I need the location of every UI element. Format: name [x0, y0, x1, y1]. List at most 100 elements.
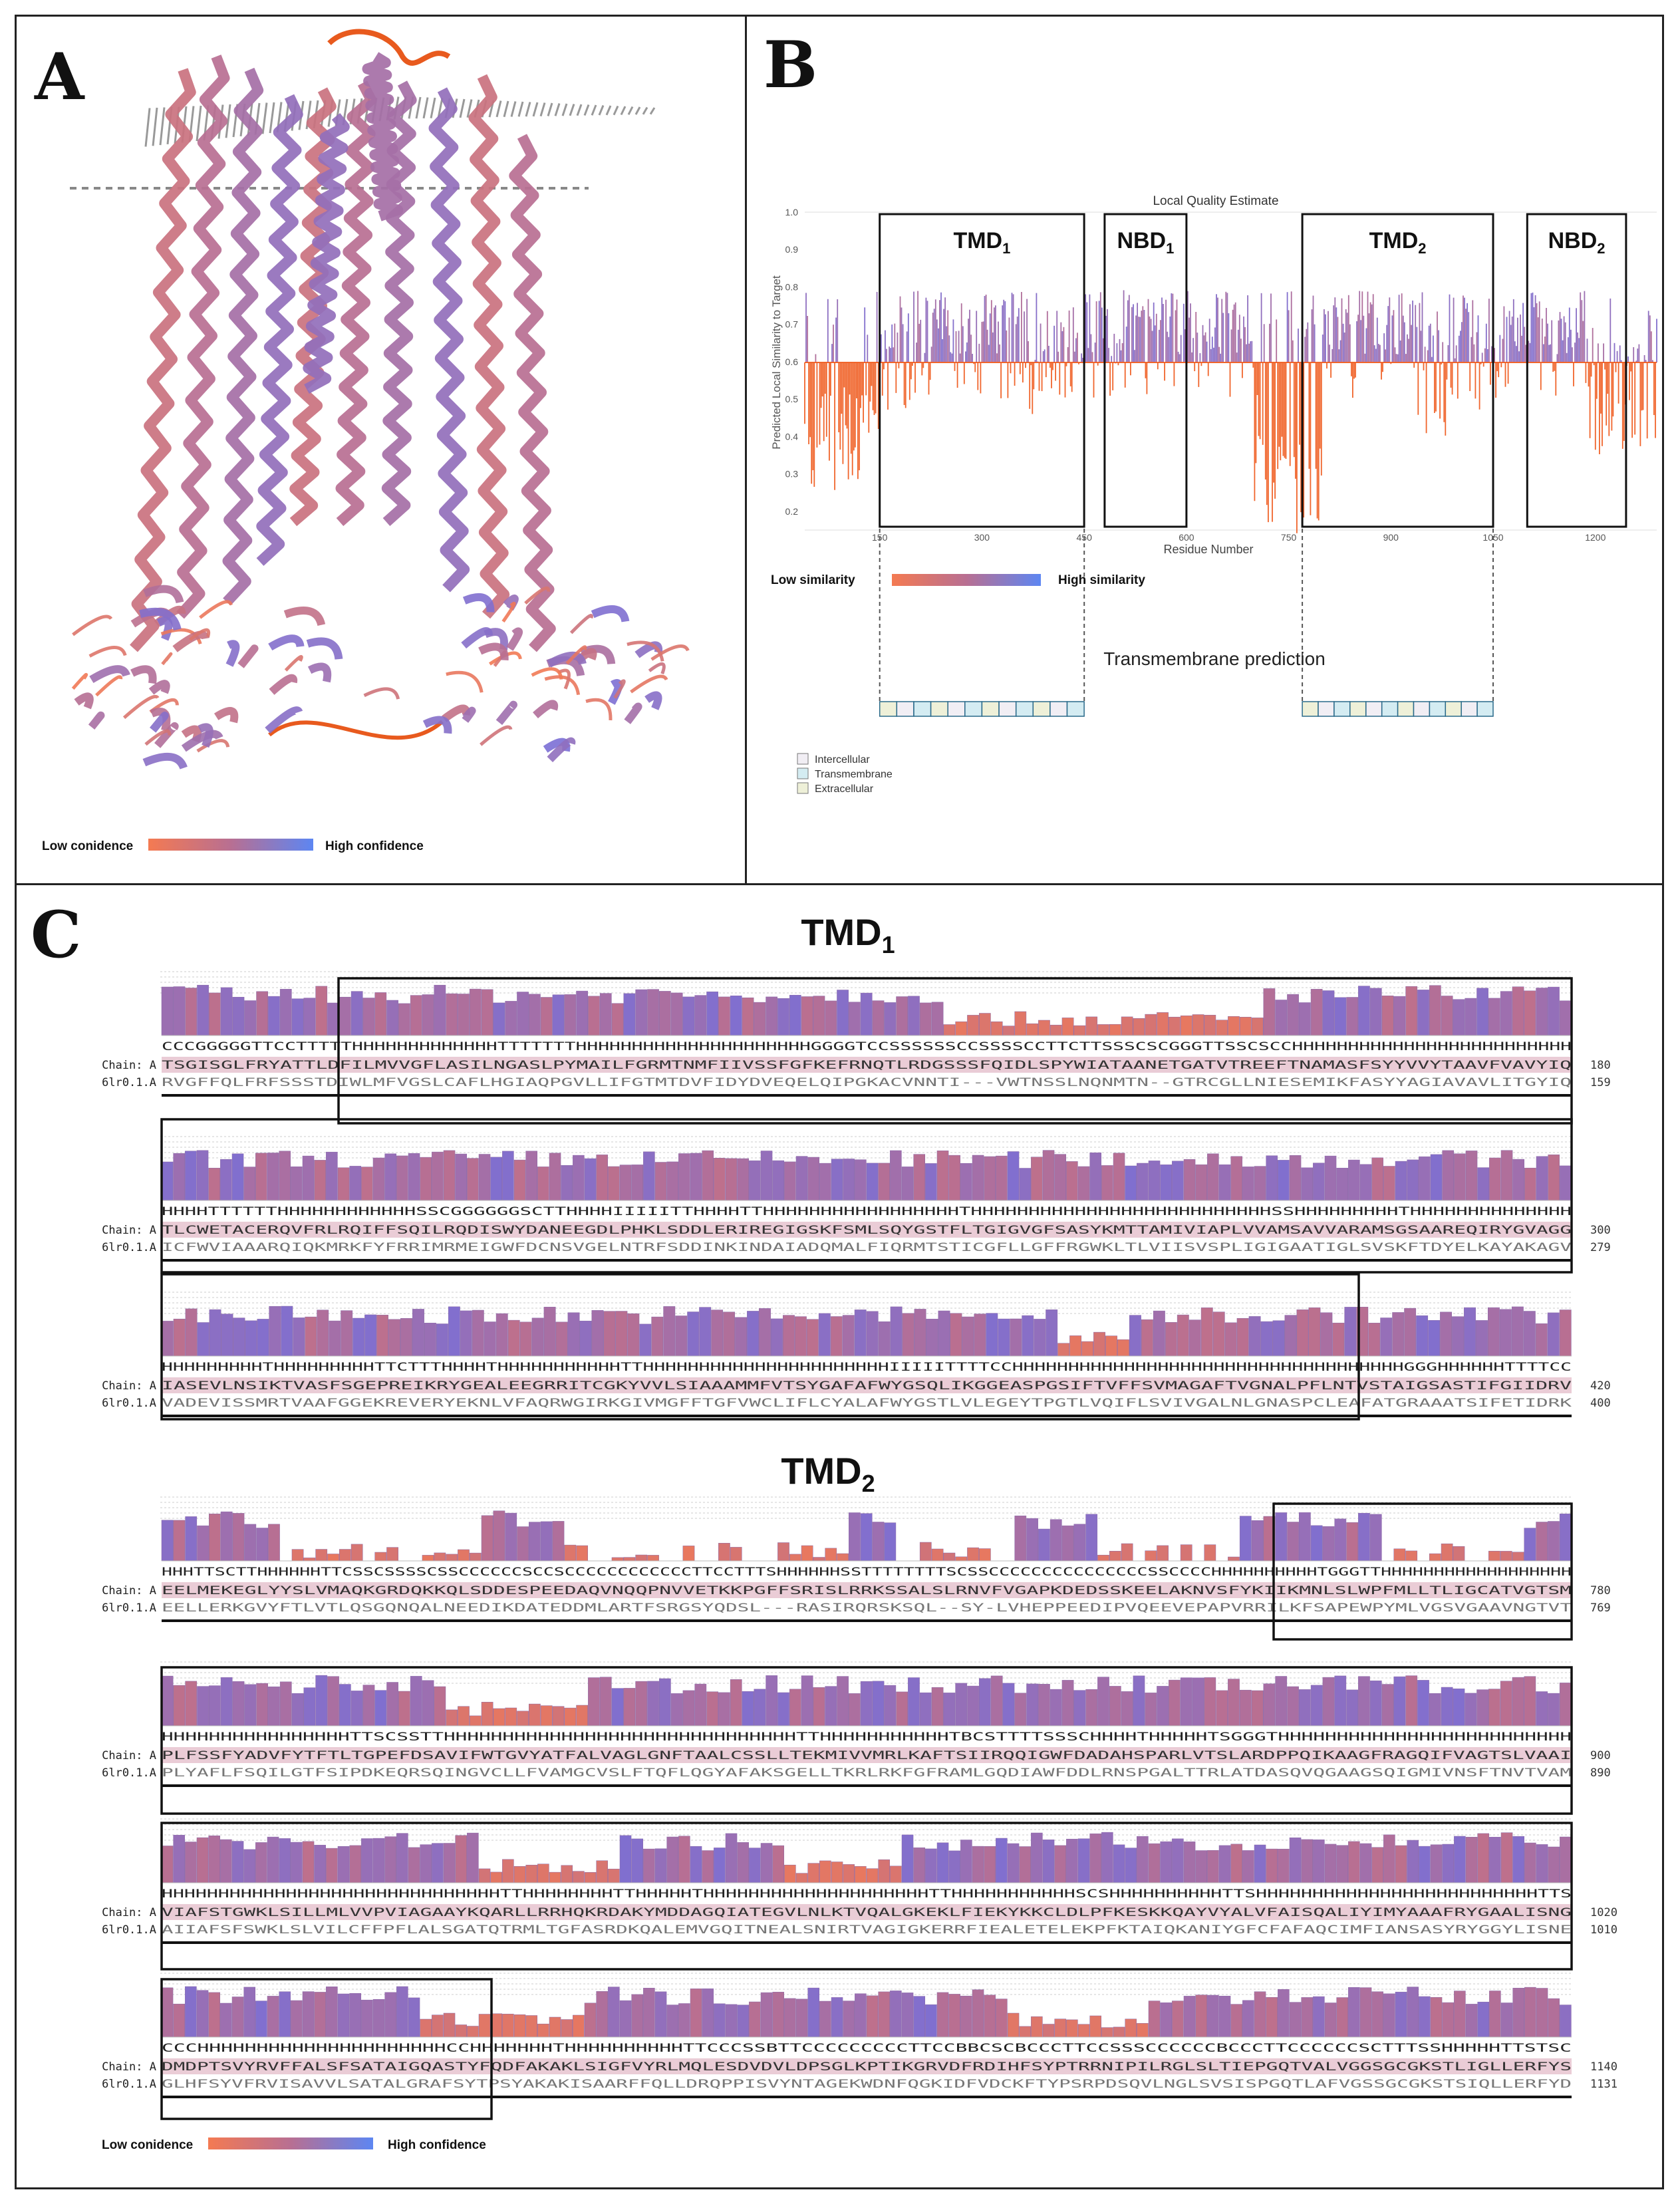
nbd-ribbon [139, 607, 182, 631]
confidence-bar [843, 1159, 855, 1201]
confidence-bar [537, 1863, 549, 1883]
confidence-bar [279, 1991, 291, 2038]
membrane-marker-tick [532, 102, 539, 117]
confidence-bar [1488, 998, 1500, 1036]
confidence-bar [730, 1547, 742, 1562]
confidence-bar [996, 1155, 1008, 1201]
confidence-bar [1381, 996, 1394, 1036]
confidence-bar [1559, 1683, 1572, 1726]
confidence-bar [220, 1839, 232, 1883]
confidence-bar [670, 1693, 683, 1726]
domain-label: NBD2 [1548, 228, 1606, 257]
confidence-bar [1405, 986, 1418, 1036]
confidence-bar [443, 1843, 456, 1883]
confidence-bar [1301, 1839, 1313, 1883]
confidence-bar [196, 1990, 209, 2038]
confidence-bar [507, 1319, 520, 1357]
chain-highlight [162, 1377, 1572, 1393]
confidence-bar [986, 1313, 998, 1357]
tm-segment [1397, 701, 1415, 717]
confidence-bar [420, 1157, 432, 1201]
confidence-bar [706, 991, 718, 1036]
confidence-bar [807, 1863, 819, 1883]
nbd-ribbon [148, 680, 170, 695]
confidence-bar [481, 1702, 493, 1726]
nbd-ribbon [89, 665, 130, 684]
confidence-bar [220, 987, 233, 1036]
confidence-bar [931, 1548, 944, 1562]
confidence-bar [505, 1001, 517, 1036]
confidence-bar [232, 997, 245, 1036]
confidence-bar [1296, 1310, 1309, 1357]
membrane-marker-tick [466, 99, 473, 118]
confidence-bar [666, 1161, 678, 1201]
helix-ribbon [303, 112, 350, 394]
confidence-bar [1429, 1693, 1441, 1726]
confidence-bar [552, 1706, 565, 1726]
nbd-ribbon [144, 729, 172, 746]
confidence-bar [410, 995, 422, 1036]
confidence-bar [1536, 1844, 1548, 1883]
confidence-bar [386, 1000, 398, 1036]
confidence-bar [878, 1991, 890, 2038]
panel-label-b: B [764, 27, 818, 102]
confidence-bar [467, 1158, 479, 1201]
confidence-bar [670, 992, 683, 1036]
membrane-marker-tick [152, 107, 158, 146]
confidence-bar [978, 1548, 991, 1562]
confidence-bar [843, 1864, 855, 1883]
confidence-bar [455, 1153, 467, 1201]
confidence-bar [714, 1848, 726, 1883]
nbd-ribbon [268, 634, 305, 651]
confidence-bar [1026, 1518, 1038, 1562]
confidence-bar [327, 1554, 339, 1562]
confidence-bar [256, 1528, 268, 1562]
confidence-bar [1117, 1339, 1129, 1357]
confidence-bar [714, 2003, 726, 2038]
confidence-bar [737, 1842, 749, 1883]
confidence-bar [1113, 1844, 1125, 1883]
confidence-bar [1428, 1320, 1441, 1357]
confidence-bar [1310, 1525, 1323, 1562]
confidence-bar [784, 1864, 796, 1883]
nbd-ribbon [531, 667, 563, 680]
confidence-bar [434, 1686, 446, 1726]
nbd-ribbon [591, 605, 630, 622]
nbd-ribbon [307, 662, 332, 683]
chain-sequence: IASEVLNSIKTVASFSGEPREIKRYGEALEEGRRITCGKY… [162, 1379, 1572, 1393]
confidence-bar [631, 1165, 643, 1201]
confidence-bar [537, 1167, 549, 1201]
confidence-bar [718, 996, 730, 1036]
confidence-bar [1430, 1154, 1443, 1201]
confidence-bar [584, 2002, 597, 2038]
confidence-bar [1358, 1676, 1370, 1726]
confidence-bar [831, 1997, 843, 2038]
confidence-bar [651, 1316, 664, 1357]
confidence-bar [1093, 1331, 1105, 1357]
confidence-bar [855, 1993, 867, 2038]
nbd-ribbon [95, 675, 123, 697]
confidence-bar [584, 1872, 597, 1883]
confidence-bar [1125, 2018, 1137, 2038]
helix-ribbon [335, 80, 377, 526]
confidence-bar [819, 2000, 831, 2038]
confidence-bar [1236, 1317, 1249, 1357]
confidence-bar [1066, 1838, 1078, 1883]
confidence-bar [658, 1678, 671, 1726]
confidence-bar [1440, 1311, 1452, 1357]
confidence-bar [573, 1871, 585, 1883]
nbd-ribbon [624, 702, 642, 724]
confidence-bar [337, 1167, 350, 1201]
confidence-bar [398, 1691, 410, 1726]
confidence-bar [1476, 1320, 1488, 1357]
confidence-bar [1137, 1163, 1149, 1201]
confidence-bar [197, 984, 209, 1036]
confidence-bar [789, 1689, 801, 1726]
transmembrane-title: Transmembrane prediction [1103, 648, 1326, 669]
confidence-bar [314, 1845, 326, 1883]
confidence-bar [268, 1524, 280, 1562]
chain-sequence: PLFSSFYADVFYTFTLTGPEFDSAVIFWTGVYATFALVAG… [162, 1749, 1572, 1762]
template-sequence: ICFWVIAAARQIQKMRKFYFRRIMRMEIGWFDCNSVGELN… [162, 1241, 1572, 1254]
chain-label: Chain: A [102, 1224, 156, 1237]
confidence-bar [747, 1311, 759, 1357]
